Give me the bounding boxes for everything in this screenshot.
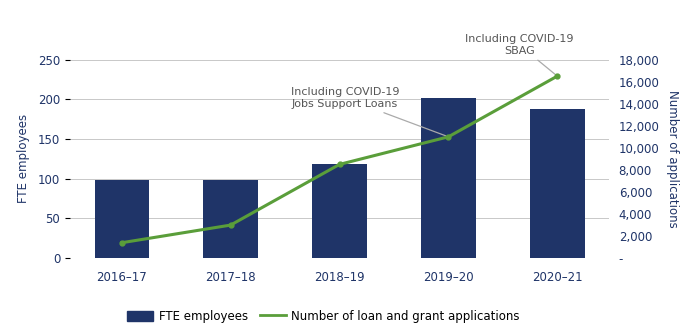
Bar	[530, 109, 584, 258]
Bar	[312, 165, 367, 258]
Text: Including COVID-19
SBAG: Including COVID-19 SBAG	[465, 34, 573, 74]
Bar	[94, 180, 149, 258]
Text: Including COVID-19
Jobs Support Loans: Including COVID-19 Jobs Support Loans	[290, 87, 446, 136]
Legend: FTE employees, Number of loan and grant applications: FTE employees, Number of loan and grant …	[122, 305, 524, 328]
Y-axis label: FTE employees: FTE employees	[17, 114, 29, 204]
Y-axis label: Number of applications: Number of applications	[666, 90, 679, 228]
Bar	[204, 180, 258, 258]
Bar	[421, 98, 475, 258]
